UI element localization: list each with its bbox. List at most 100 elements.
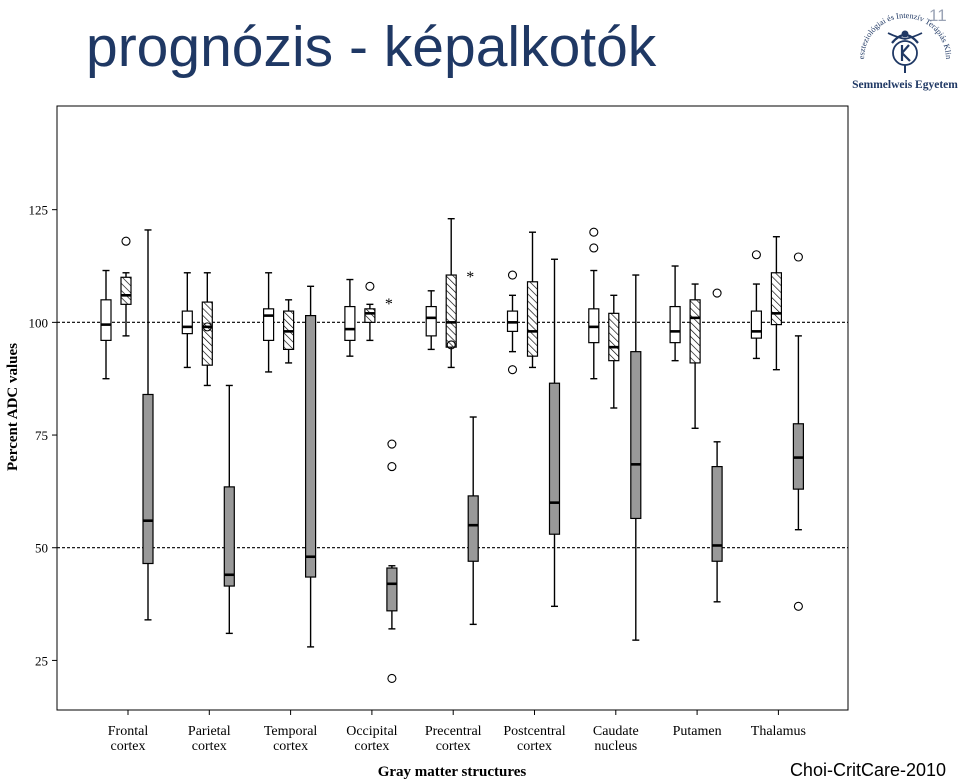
box-group3 <box>223 384 235 635</box>
x-tick-label: nucleus <box>594 739 637 754</box>
y-tick-label: 100 <box>29 315 49 330</box>
box-iqr <box>630 351 642 520</box>
box-group3 <box>630 274 642 641</box>
y-axis: 25 50 75 100 125 <box>29 203 57 668</box>
box-iqr <box>425 305 437 337</box>
box-group1 <box>669 265 681 362</box>
box-iqr <box>386 567 398 612</box>
box-iqr <box>100 299 112 341</box>
slide-number: 11 <box>929 6 947 25</box>
box-group1 <box>344 278 356 357</box>
outlier-point <box>387 673 397 683</box>
box-iqr <box>750 310 763 339</box>
box-group2 <box>120 236 132 337</box>
box-group2 <box>608 294 620 409</box>
box-iqr <box>201 301 213 366</box>
box-iqr <box>223 486 235 587</box>
x-tick-label: Postcentral <box>503 724 565 739</box>
box-iqr <box>467 495 479 562</box>
x-tick-label: Parietal <box>188 724 231 739</box>
outlier-point <box>507 270 518 280</box>
outlier-point <box>121 236 131 246</box>
y-tick-label: 125 <box>29 203 49 218</box>
outlier-point <box>793 601 803 611</box>
box-group1 <box>750 250 763 360</box>
box-iqr <box>526 281 539 357</box>
box-iqr <box>711 465 723 562</box>
x-axis: FrontalcortexParietalcortexTemporalcorte… <box>108 710 806 754</box>
x-tick-label: Occipital <box>346 724 397 739</box>
box-group1 <box>506 270 519 375</box>
x-tick-label: cortex <box>354 739 389 754</box>
box-group3 <box>467 416 479 626</box>
outlier-point <box>589 243 599 253</box>
box-group3 <box>386 439 398 683</box>
box-iqr <box>669 305 681 344</box>
x-tick-label: Thalamus <box>751 724 806 739</box>
box-group1 <box>588 227 600 380</box>
outlier-point <box>589 227 599 237</box>
box-iqr <box>548 382 561 535</box>
box-group1 <box>100 269 112 380</box>
y-axis-label: Percent ADC values <box>5 343 21 471</box>
x-tick-label: Precentral <box>425 724 482 739</box>
y-tick-label: 25 <box>35 653 48 668</box>
box-iqr <box>445 274 457 348</box>
box-iqr <box>364 308 376 323</box>
outlier-point <box>712 288 722 298</box>
outlier-point <box>387 462 397 472</box>
box-group3 <box>792 252 805 611</box>
x-tick-label: Caudate <box>593 724 639 739</box>
x-tick-label: cortex <box>517 739 552 754</box>
extreme-point: * <box>385 296 393 313</box>
box-group1 <box>425 290 437 351</box>
box-group1 <box>263 272 275 373</box>
x-tick-label: Putamen <box>673 724 722 739</box>
box-iqr <box>120 276 132 305</box>
box-group1 <box>181 272 193 369</box>
box-group3 <box>548 258 561 608</box>
box-iqr <box>181 310 193 335</box>
y-tick-label: 50 <box>35 541 48 556</box>
box-group2 <box>770 236 783 371</box>
box-group2 <box>201 272 213 387</box>
outlier-point <box>365 281 375 291</box>
y-tick-label: 75 <box>35 428 48 443</box>
x-tick-label: cortex <box>192 739 227 754</box>
box-iqr <box>263 308 275 341</box>
reference-lines <box>57 321 848 549</box>
footer-citation: Choi-CritCare-2010 <box>789 760 946 780</box>
outlier-point <box>793 252 803 262</box>
box-group2 <box>526 231 539 369</box>
x-tick-label: Temporal <box>264 724 318 739</box>
box-iqr <box>689 299 701 364</box>
outlier-point <box>751 250 761 260</box>
box-iqr <box>608 312 620 362</box>
box-group3 <box>305 285 317 648</box>
box-group3 <box>142 229 154 621</box>
x-tick-label: cortex <box>436 739 471 754</box>
box-group3 <box>711 288 723 603</box>
logo-name: Semmelweis Egyetem <box>852 79 958 91</box>
box-iqr <box>344 305 356 341</box>
box-iqr <box>770 272 783 326</box>
outlier-point <box>387 439 397 449</box>
box-iqr <box>142 393 154 565</box>
box-group2 <box>283 299 295 364</box>
outlier-point <box>507 365 518 375</box>
outlier-point <box>202 322 212 332</box>
box-group2: * <box>445 217 474 369</box>
x-axis-label: Gray matter structures <box>378 764 527 780</box>
extreme-point: * <box>466 269 474 286</box>
x-tick-label: cortex <box>111 739 146 754</box>
outlier-point <box>446 340 456 350</box>
x-tick-label: cortex <box>273 739 308 754</box>
box-series: ** <box>100 217 805 683</box>
box-group2 <box>689 283 701 429</box>
slide-title: prognózis - képalkotók <box>86 15 657 79</box>
x-tick-label: Frontal <box>108 724 149 739</box>
plot-frame <box>56 105 849 711</box>
semmelweis-logo-icon: Aneszteziológiai és Intenzív Terápiás Kl… <box>852 3 958 91</box>
box-iqr <box>305 314 317 578</box>
